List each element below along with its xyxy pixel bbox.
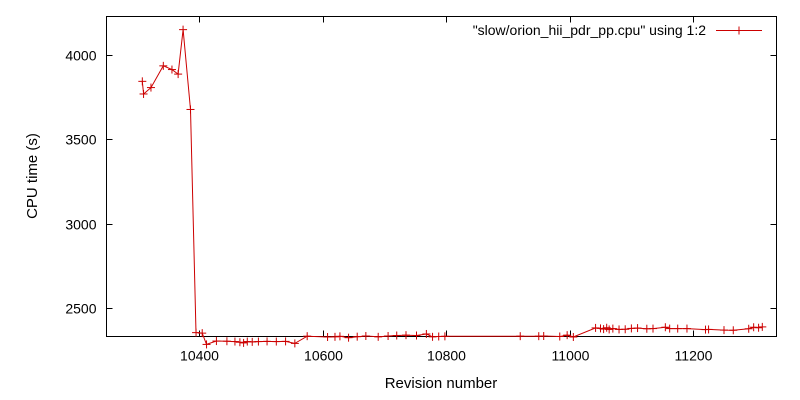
- series-layer: [138, 25, 767, 349]
- data-point: [422, 329, 431, 338]
- data-point: [167, 65, 176, 74]
- data-point: [344, 333, 353, 342]
- data-point: [608, 324, 617, 333]
- data-point: [186, 105, 195, 114]
- x-tick-label: 11200: [675, 348, 713, 364]
- data-point: [290, 339, 299, 348]
- data-point: [159, 61, 168, 70]
- data-point: [146, 83, 155, 92]
- y-tick-label: 3500: [65, 132, 96, 148]
- data-point: [563, 331, 572, 340]
- data-point: [222, 337, 231, 346]
- legend-label: "slow/orion_hii_pdr_pp.cpu" using 1:2: [473, 22, 707, 38]
- data-point: [440, 332, 449, 341]
- data-point: [720, 326, 729, 335]
- y-tick-label: 2500: [65, 301, 96, 317]
- data-point: [682, 324, 691, 333]
- y-tick-label: 4000: [65, 48, 96, 64]
- x-tick-label: 10800: [427, 348, 466, 364]
- data-point: [392, 331, 401, 340]
- legend: "slow/orion_hii_pdr_pp.cpu" using 1:2: [473, 22, 762, 38]
- data-point: [330, 332, 339, 341]
- data-point: [744, 324, 753, 333]
- data-point: [281, 337, 290, 346]
- data-point: [401, 331, 410, 340]
- x-axis-label: Revision number: [385, 375, 498, 392]
- data-point: [303, 332, 312, 341]
- data-point: [648, 324, 657, 333]
- x-tick-label: 11000: [552, 348, 590, 364]
- data-point: [665, 324, 674, 333]
- data-point: [212, 337, 221, 346]
- data-point: [569, 333, 578, 342]
- data-point: [729, 326, 738, 335]
- data-point: [633, 324, 642, 333]
- data-point: [661, 323, 670, 332]
- data-point: [374, 332, 383, 341]
- data-point: [235, 338, 244, 347]
- x-tick-label: 10600: [304, 348, 343, 364]
- data-point: [555, 332, 564, 341]
- plot-border: [106, 16, 777, 337]
- data-point: [138, 77, 147, 86]
- data-point: [704, 325, 713, 334]
- x-tick-label: 10400: [180, 348, 219, 364]
- y-tick-label: 3000: [65, 217, 96, 233]
- data-point: [539, 331, 548, 340]
- data-point: [335, 332, 344, 341]
- data-point: [749, 323, 758, 332]
- data-point: [192, 328, 201, 337]
- data-point: [230, 337, 239, 346]
- data-point: [621, 325, 630, 334]
- data-point: [263, 337, 272, 346]
- data-point: [758, 322, 767, 331]
- data-point: [254, 337, 263, 346]
- data-point: [516, 332, 525, 341]
- data-point: [198, 329, 207, 338]
- data-point: [673, 324, 682, 333]
- data-point: [323, 333, 332, 342]
- data-point: [353, 332, 362, 341]
- data-point: [412, 331, 421, 340]
- legend-marker: [735, 26, 743, 35]
- data-point: [591, 323, 600, 332]
- y-axis-label: CPU time (s): [24, 133, 41, 219]
- data-point: [361, 331, 370, 340]
- series-line: [141, 29, 763, 346]
- data-point: [605, 325, 614, 334]
- data-point: [174, 70, 183, 79]
- data-point: [202, 340, 211, 349]
- data-point: [272, 337, 281, 346]
- data-point: [239, 338, 248, 347]
- axis-ticks: 10400 10600 10800 11000 11200 2500 3000 3500 400…: [65, 16, 777, 364]
- data-point: [754, 323, 763, 332]
- data-point: [139, 89, 148, 98]
- data-point: [179, 25, 188, 34]
- data-point: [384, 331, 393, 340]
